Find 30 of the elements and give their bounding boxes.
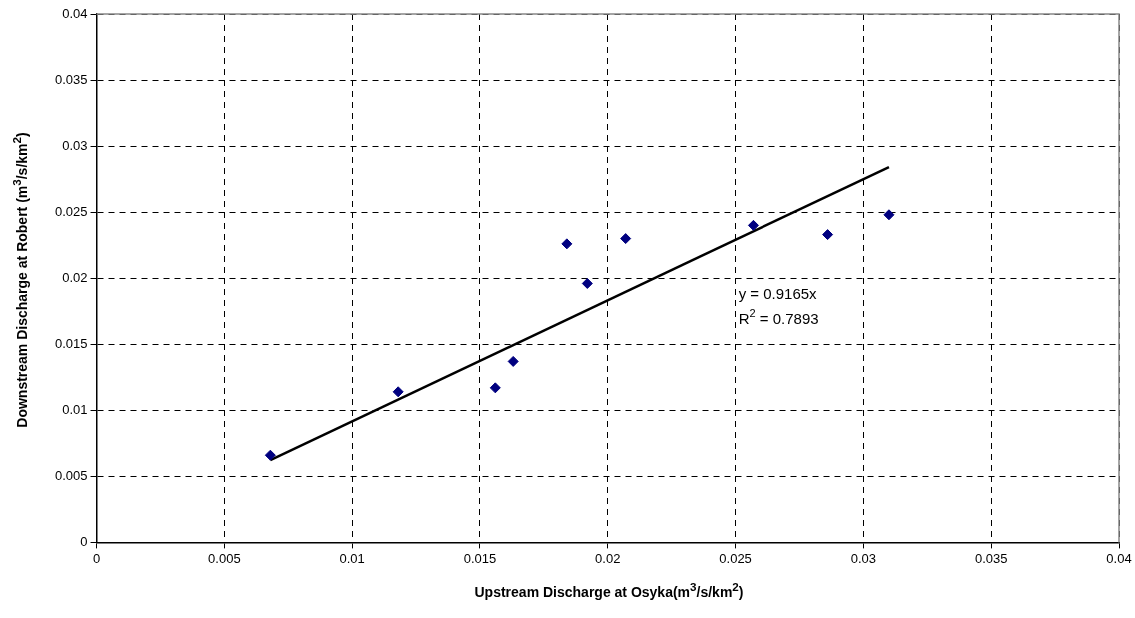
point — [822, 229, 834, 241]
point — [620, 233, 632, 245]
y-tick-label: 0.025 — [54, 203, 88, 219]
point — [883, 209, 895, 221]
x-tick-label: 0.01 — [339, 550, 365, 566]
y-tick-label: 0.04 — [62, 5, 88, 21]
x-tick-label: 0.025 — [719, 550, 752, 566]
y-tick-label: 0 — [80, 533, 88, 549]
x-tick-label: 0.02 — [595, 550, 621, 566]
point — [747, 219, 759, 231]
y-tick-label: 0.02 — [62, 269, 88, 285]
point — [392, 386, 404, 398]
y-tick-label: 0.03 — [62, 137, 88, 153]
point — [507, 355, 519, 367]
x-tick-label: 0.035 — [974, 550, 1008, 566]
x-tick-label: 0 — [92, 550, 101, 566]
y-tick-label: 0.035 — [54, 71, 88, 87]
y-tick-label: 0.005 — [54, 467, 88, 483]
x-tick-label: 0.005 — [208, 550, 241, 566]
x-tick-label: 0.04 — [1106, 550, 1132, 566]
annotation: y = 0.9165x — [738, 285, 818, 303]
y-tick-label: 0.015 — [54, 335, 88, 351]
point — [561, 238, 573, 250]
x-axis-title: Upstream Discharge at Osyka(m$^{3}$/s/km$^{2}$) — [473, 580, 745, 600]
point — [489, 382, 501, 394]
point — [581, 277, 593, 289]
y-tick-label: 0.01 — [62, 401, 88, 417]
x-tick-label: 0.015 — [463, 550, 497, 566]
point — [264, 449, 276, 461]
x-tick-label: 0.03 — [850, 550, 877, 566]
